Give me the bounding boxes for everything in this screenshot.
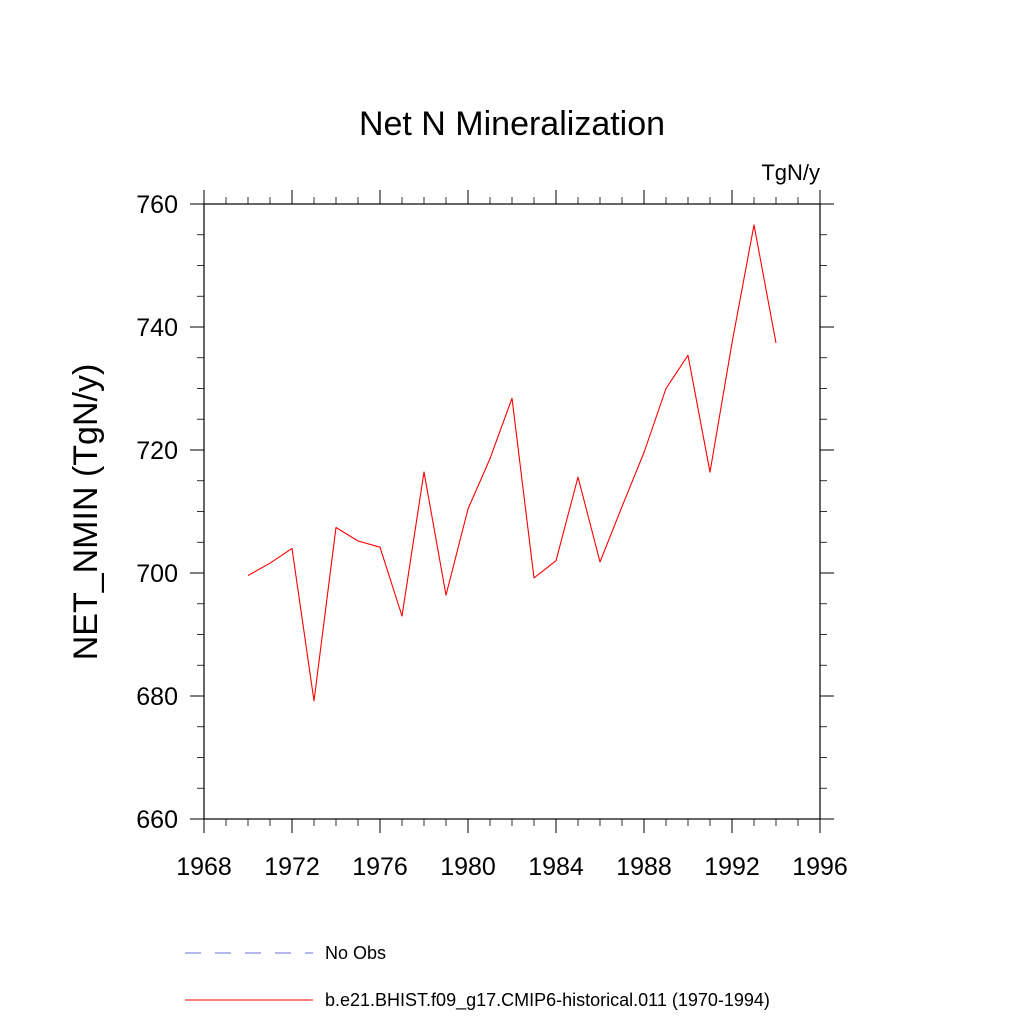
x-tick-label: 1968 xyxy=(176,853,232,881)
y-tick-label: 680 xyxy=(136,683,178,711)
major-ticks xyxy=(190,190,834,833)
legend-label-model: b.e21.BHIST.f09_g17.CMIP6-historical.011… xyxy=(325,990,770,1011)
y-axis-label: NET_NMIN (TgN/y) xyxy=(67,364,105,661)
legend-label-no-obs: No Obs xyxy=(325,943,386,963)
x-tick-label: 1996 xyxy=(792,853,848,881)
y-tick-label: 700 xyxy=(136,560,178,588)
series-layer xyxy=(247,224,777,702)
y-tick-labels: 660 680 700 720 740 760 xyxy=(136,191,178,834)
y-tick-label: 720 xyxy=(136,437,178,465)
plot-frame xyxy=(203,203,821,820)
y-tick-label: 760 xyxy=(136,191,178,219)
x-tick-label: 1992 xyxy=(704,853,760,881)
x-tick-label: 1988 xyxy=(616,853,672,881)
x-tick-label: 1976 xyxy=(352,853,408,881)
x-tick-label: 1972 xyxy=(264,853,320,881)
x-tick-label: 1980 xyxy=(440,853,496,881)
series-line xyxy=(247,224,777,702)
x-tick-labels: 1968 1972 1976 1980 1984 1988 1992 1996 xyxy=(176,853,848,881)
y-tick-label: 740 xyxy=(136,314,178,342)
chart-title: Net N Mineralization xyxy=(359,105,665,143)
legend: No Obs b.e21.BHIST.f09_g17.CMIP6-histori… xyxy=(185,943,770,1011)
minor-ticks xyxy=(197,197,827,826)
units-label: TgN/y xyxy=(761,160,820,185)
x-tick-label: 1984 xyxy=(528,853,584,881)
y-tick-label: 660 xyxy=(136,806,178,834)
